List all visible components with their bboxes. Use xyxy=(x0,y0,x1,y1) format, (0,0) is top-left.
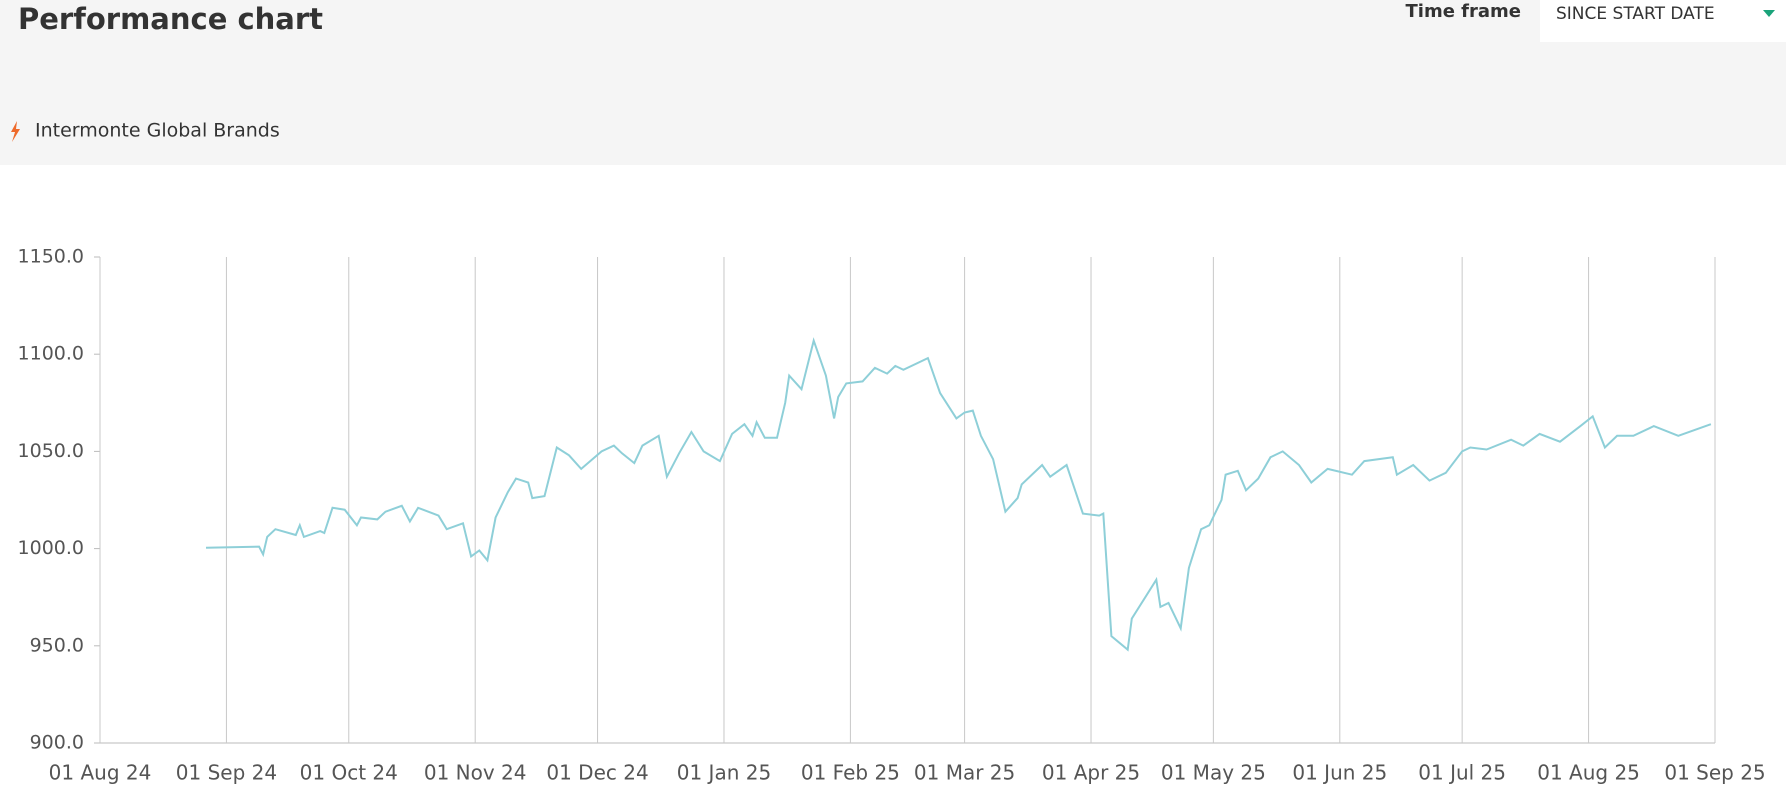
x-tick-label: 01 Sep 24 xyxy=(176,761,277,785)
x-tick-label: 01 Sep 25 xyxy=(1664,761,1765,785)
x-tick-label: 01 Oct 24 xyxy=(300,761,398,785)
header-bg xyxy=(0,0,1786,165)
y-tick-label: 1050.0 xyxy=(18,440,84,462)
legend-label: Intermonte Global Brands xyxy=(35,120,280,142)
x-tick-label: 01 Nov 24 xyxy=(424,761,527,785)
line xyxy=(205,337,1712,652)
legend-icon xyxy=(11,121,20,142)
page-title: Performance chart xyxy=(18,2,323,36)
time-frame-label: Time frame xyxy=(1406,1,1522,22)
y-tick-label: 900.0 xyxy=(30,732,84,754)
y-tick-label: 1100.0 xyxy=(18,343,84,365)
x-tick-label: 01 Apr 25 xyxy=(1042,761,1140,785)
x-tick-label: 01 May 25 xyxy=(1161,761,1266,785)
time-frame-dropdown[interactable]: SINCE START DATE xyxy=(1540,0,1786,42)
y-tick-label: 950.0 xyxy=(30,634,84,656)
x-tick-label: 01 Feb 25 xyxy=(801,761,900,785)
x-tick-label: 01 Jun 25 xyxy=(1292,761,1387,785)
dropdown-arrow[interactable] xyxy=(1763,10,1775,17)
y-tick-label: 1000.0 xyxy=(18,537,84,559)
y-tick-label: 1150.0 xyxy=(18,246,84,268)
dropdown-box[interactable] xyxy=(1540,0,1786,42)
x-tick-label: 01 Jan 25 xyxy=(677,761,771,785)
x-tick-label: 01 Jul 25 xyxy=(1418,761,1506,785)
x-tick-label: 01 Aug 24 xyxy=(49,761,152,785)
x-tick-label: 01 Mar 25 xyxy=(914,761,1015,785)
dropdown-value[interactable]: SINCE START DATE xyxy=(1556,4,1715,24)
x-tick-label: 01 Aug 25 xyxy=(1537,761,1640,785)
x-tick-label: 01 Dec 24 xyxy=(546,761,648,785)
